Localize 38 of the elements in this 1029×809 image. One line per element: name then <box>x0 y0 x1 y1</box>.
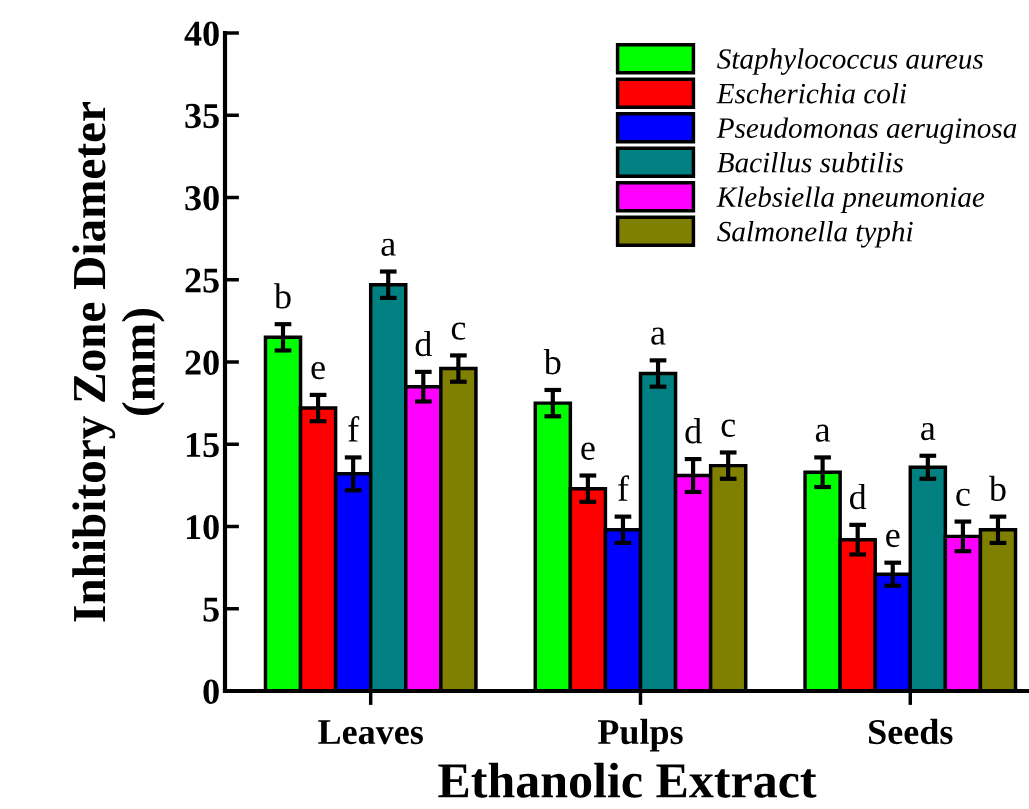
y-tick-label: 15 <box>186 432 219 458</box>
annotation: b <box>543 348 561 375</box>
legend-label: Escherichia coli <box>716 82 907 104</box>
y-tick-label: 40 <box>184 21 219 46</box>
legend-label: Salmonella typhi <box>717 220 913 248</box>
annotation: e <box>311 361 325 380</box>
y-tick-label: 5 <box>203 597 219 622</box>
annotation: a <box>651 327 666 345</box>
annotation: a <box>815 424 831 442</box>
y-axis-title: Inhibitory Zone Diameter (mm) <box>72 102 165 622</box>
legend-label: Staphylococcus aureus <box>717 48 983 75</box>
y-tick-label: 30 <box>185 186 219 211</box>
y-tick-label: 20 <box>185 350 219 375</box>
y-tick-label: 25 <box>185 268 219 293</box>
y-tick-label: 0 <box>203 679 219 704</box>
x-tick-label: Pulps <box>597 718 683 752</box>
annotation: a <box>921 422 936 441</box>
annotation: d <box>685 418 702 444</box>
y-tick-label: 10 <box>186 515 219 540</box>
annotation: d <box>415 330 432 357</box>
annotation: f <box>348 416 360 442</box>
legend-label: Bacillus subtilis <box>717 151 904 173</box>
y-tick-label: 35 <box>185 103 219 129</box>
annotation: b <box>273 283 291 309</box>
legend-label: Pseudomonas aeruginosa <box>716 117 1017 144</box>
annotation: c <box>721 419 736 437</box>
annotation: e <box>581 442 595 460</box>
x-tick-label: Leaves <box>318 720 423 745</box>
annotation: a <box>381 238 396 256</box>
x-tick-label: Seeds <box>869 718 953 745</box>
x-axis-title: Ethanolic Extract <box>438 762 817 798</box>
annotation: e <box>886 529 900 548</box>
annotation: b <box>988 475 1006 502</box>
legend-label: Klebsiella pneumoniae <box>716 186 985 213</box>
annotation: d <box>849 483 867 510</box>
annotation: c <box>451 322 466 340</box>
annotation: f <box>618 475 629 501</box>
annotation: c <box>956 488 970 506</box>
